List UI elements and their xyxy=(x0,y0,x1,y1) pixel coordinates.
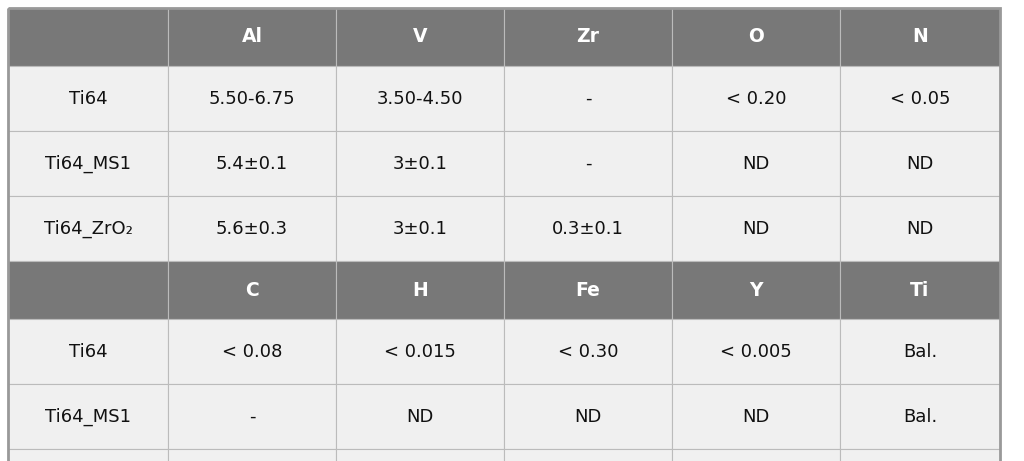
Bar xyxy=(504,319,672,384)
Text: Ti64_ZrO₂: Ti64_ZrO₂ xyxy=(44,219,132,237)
Bar xyxy=(8,319,168,384)
Bar xyxy=(672,8,840,66)
Bar xyxy=(8,384,168,449)
Bar xyxy=(168,261,336,319)
Bar xyxy=(840,8,1000,66)
Text: < 0.30: < 0.30 xyxy=(558,343,618,361)
Bar xyxy=(168,319,336,384)
Bar xyxy=(168,449,336,461)
Bar xyxy=(8,131,168,196)
Bar xyxy=(672,261,840,319)
Bar xyxy=(840,196,1000,261)
Bar xyxy=(168,131,336,196)
Bar xyxy=(672,131,840,196)
Text: ND: ND xyxy=(906,219,934,237)
Bar xyxy=(336,261,504,319)
Text: Bal.: Bal. xyxy=(903,343,937,361)
Bar xyxy=(168,66,336,131)
Bar xyxy=(672,196,840,261)
Text: ND: ND xyxy=(742,408,770,426)
Text: 0.3±0.1: 0.3±0.1 xyxy=(552,219,624,237)
Text: Al: Al xyxy=(242,28,262,47)
Text: ND: ND xyxy=(574,408,602,426)
Text: < 0.20: < 0.20 xyxy=(726,89,786,107)
Bar xyxy=(8,261,168,319)
Text: Ti64: Ti64 xyxy=(69,343,108,361)
Text: ND: ND xyxy=(407,408,434,426)
Text: ND: ND xyxy=(906,154,934,172)
Bar xyxy=(672,449,840,461)
Bar xyxy=(168,196,336,261)
Bar xyxy=(840,384,1000,449)
Bar xyxy=(504,449,672,461)
Bar xyxy=(336,196,504,261)
Text: 3±0.1: 3±0.1 xyxy=(392,154,447,172)
Text: Ti: Ti xyxy=(910,280,930,300)
Text: C: C xyxy=(245,280,259,300)
Bar xyxy=(336,8,504,66)
Text: < 0.005: < 0.005 xyxy=(720,343,792,361)
Text: 3±0.1: 3±0.1 xyxy=(392,219,447,237)
Bar xyxy=(504,66,672,131)
Text: Ti64_MS1: Ti64_MS1 xyxy=(45,154,131,172)
Bar xyxy=(8,196,168,261)
Text: 5.4±0.1: 5.4±0.1 xyxy=(216,154,288,172)
Bar xyxy=(8,449,168,461)
Text: H: H xyxy=(412,280,428,300)
Text: < 0.015: < 0.015 xyxy=(384,343,456,361)
Bar xyxy=(336,319,504,384)
Bar xyxy=(504,384,672,449)
Text: Bal.: Bal. xyxy=(903,408,937,426)
Text: 5.6±0.3: 5.6±0.3 xyxy=(216,219,288,237)
Bar xyxy=(672,66,840,131)
Text: < 0.08: < 0.08 xyxy=(222,343,283,361)
Bar xyxy=(504,196,672,261)
Bar xyxy=(336,66,504,131)
Text: Fe: Fe xyxy=(575,280,600,300)
Text: N: N xyxy=(912,28,928,47)
Bar xyxy=(840,66,1000,131)
Bar xyxy=(840,449,1000,461)
Bar xyxy=(168,8,336,66)
Bar xyxy=(840,131,1000,196)
Text: ND: ND xyxy=(742,219,770,237)
Bar xyxy=(840,261,1000,319)
Bar xyxy=(504,261,672,319)
Bar xyxy=(336,449,504,461)
Bar xyxy=(336,384,504,449)
Text: 5.50-6.75: 5.50-6.75 xyxy=(209,89,295,107)
Text: Ti64: Ti64 xyxy=(69,89,108,107)
Bar xyxy=(504,8,672,66)
Text: -: - xyxy=(585,154,591,172)
Text: Ti64_MS1: Ti64_MS1 xyxy=(45,408,131,426)
Bar xyxy=(8,66,168,131)
Bar xyxy=(672,319,840,384)
Text: -: - xyxy=(249,408,255,426)
Bar xyxy=(672,384,840,449)
Text: V: V xyxy=(413,28,427,47)
Text: O: O xyxy=(749,28,764,47)
Bar xyxy=(840,319,1000,384)
Text: < 0.05: < 0.05 xyxy=(890,89,950,107)
Bar xyxy=(336,131,504,196)
Bar xyxy=(8,8,168,66)
Text: Y: Y xyxy=(750,280,763,300)
Bar xyxy=(504,131,672,196)
Text: ND: ND xyxy=(742,154,770,172)
Bar xyxy=(168,384,336,449)
Text: Zr: Zr xyxy=(577,28,599,47)
Text: 3.50-4.50: 3.50-4.50 xyxy=(377,89,463,107)
Text: -: - xyxy=(585,89,591,107)
